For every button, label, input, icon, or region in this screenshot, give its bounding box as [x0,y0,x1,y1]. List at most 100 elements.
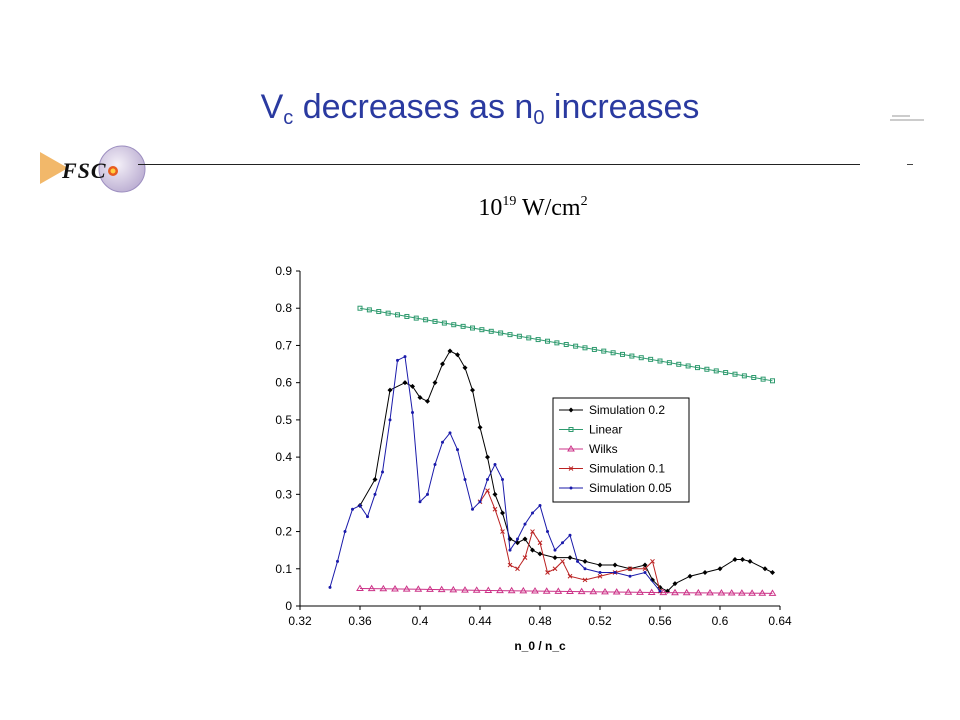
x-tick-label: 0.36 [348,614,372,628]
data-point [531,587,539,594]
data-point [629,353,635,359]
data-point [612,588,621,595]
data-point [516,537,519,541]
data-point [563,342,569,348]
data-point [638,355,644,361]
data-point [597,573,603,579]
data-point [402,585,411,592]
data-point [485,454,490,460]
data-point [478,500,482,504]
data-point [732,371,738,377]
data-point [568,466,574,471]
data-point [470,325,475,331]
data-point [568,533,572,537]
data-point [461,586,469,593]
data-point [643,571,647,574]
data-point [582,577,588,583]
x-tick-label: 0.4 [412,614,429,628]
data-point [433,463,437,467]
data-point [441,320,447,326]
data-point [542,587,551,594]
corner-mark-icon [890,115,924,121]
data-point [526,335,532,341]
data-point [687,573,693,579]
data-point [583,567,587,571]
data-point [414,585,423,592]
data-point [610,350,616,356]
data-point [402,380,408,386]
data-point [650,577,655,583]
data-point [379,584,388,592]
data-point [470,387,475,393]
data-point [566,587,574,594]
data-point [425,398,430,404]
data-point [567,445,575,452]
data-point [685,363,691,369]
legend-label: Linear [589,423,622,437]
data-point [567,573,573,579]
chart: 0 0.1 0.2 0.3 0.4 0.5 0.6 0.7 0.8 0.9 0.32 0.36 0.4 0… [275,264,792,653]
data-point [546,530,549,534]
x-tick-label: 0.32 [288,614,312,628]
data-point [620,351,625,357]
data-point [624,588,633,595]
data-point [516,333,522,339]
legend-label: Simulation 0.1 [589,462,665,476]
data-point [426,492,429,496]
series-line [359,588,773,594]
data-point [413,315,419,321]
x-tick-label: 0.52 [588,614,612,628]
data-point [451,322,457,328]
data-point [627,566,633,572]
data-point [582,558,588,564]
data-point [423,317,429,323]
data-point [694,588,703,596]
data-point [650,558,655,564]
data-point [613,571,617,574]
data-point [522,536,528,542]
data-point [568,427,574,432]
data-point [492,506,498,512]
data-point [582,345,588,351]
data-point [391,584,399,592]
data-point [463,477,467,481]
data-point [357,305,363,311]
data-point [507,586,516,594]
data-point [403,355,407,359]
data-point [500,510,505,516]
data-point [372,476,378,482]
data-point [455,352,460,358]
data-point [577,587,586,595]
y-tick-label: 0 [285,599,292,613]
data-point [713,368,719,374]
data-point [666,360,672,366]
data-point [488,328,494,334]
data-point [704,366,710,372]
y-tick-label: 0.4 [275,450,292,464]
data-point [612,562,618,568]
data-point [762,566,768,572]
data-point [706,588,714,596]
data-point [702,570,708,575]
data-point [432,380,438,386]
data-point [569,486,573,490]
data-point [751,375,757,381]
x-tick-label: 0.48 [528,614,552,628]
data-point [492,491,498,497]
data-point [671,588,679,596]
data-point [676,361,682,367]
data-point [336,559,339,563]
series-line [479,489,661,592]
data-point [748,589,756,596]
data-point [770,570,775,575]
data-point [723,370,729,376]
data-point [657,358,663,364]
y-tick-label: 0.1 [275,562,292,576]
data-point [501,477,504,481]
data-point [535,337,541,343]
data-point [537,551,543,557]
data-point [440,361,445,367]
data-point [356,584,364,592]
data-point [601,348,607,354]
data-point [537,540,543,546]
